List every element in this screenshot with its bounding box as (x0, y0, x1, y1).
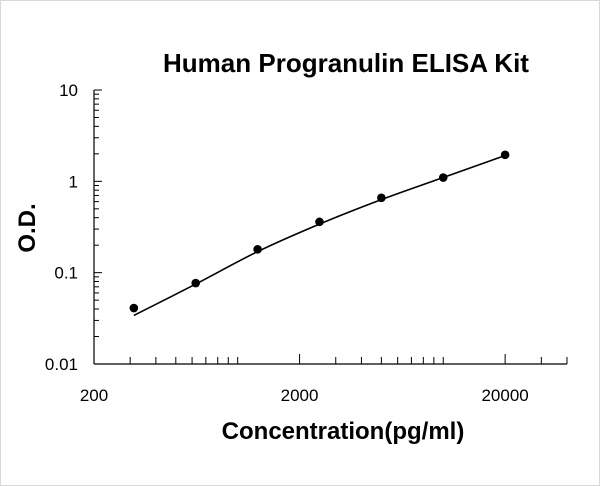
trendline-group (133, 154, 506, 317)
x-tick-label: 20000 (481, 386, 528, 405)
y-tick-label: 0.01 (45, 355, 78, 374)
x-axis-label: Concentration(pg/ml) (222, 418, 465, 445)
y-tick-label: 0.1 (54, 264, 78, 283)
data-point (253, 245, 262, 254)
data-points (129, 150, 510, 313)
x-tick-label: 2000 (281, 386, 319, 405)
data-point (129, 303, 139, 313)
data-point (315, 217, 324, 227)
x-tick-label: 200 (80, 386, 108, 405)
y-axis-label: O.D. (14, 203, 41, 252)
data-point (191, 278, 201, 288)
y-tick-label: 1 (69, 172, 78, 191)
data-point (500, 150, 510, 160)
data-point (377, 193, 386, 203)
axes (93, 90, 567, 365)
y-axis-ticks (94, 89, 102, 365)
chart-title: Human Progranulin ELISA Kit (163, 48, 529, 78)
trendline (133, 154, 506, 317)
tick-labels: 200 2000 20000 10 1 0.1 0.01 (45, 81, 529, 405)
x-axis-ticks (93, 354, 568, 364)
y-tick-label: 10 (59, 81, 78, 100)
data-point (438, 173, 448, 182)
